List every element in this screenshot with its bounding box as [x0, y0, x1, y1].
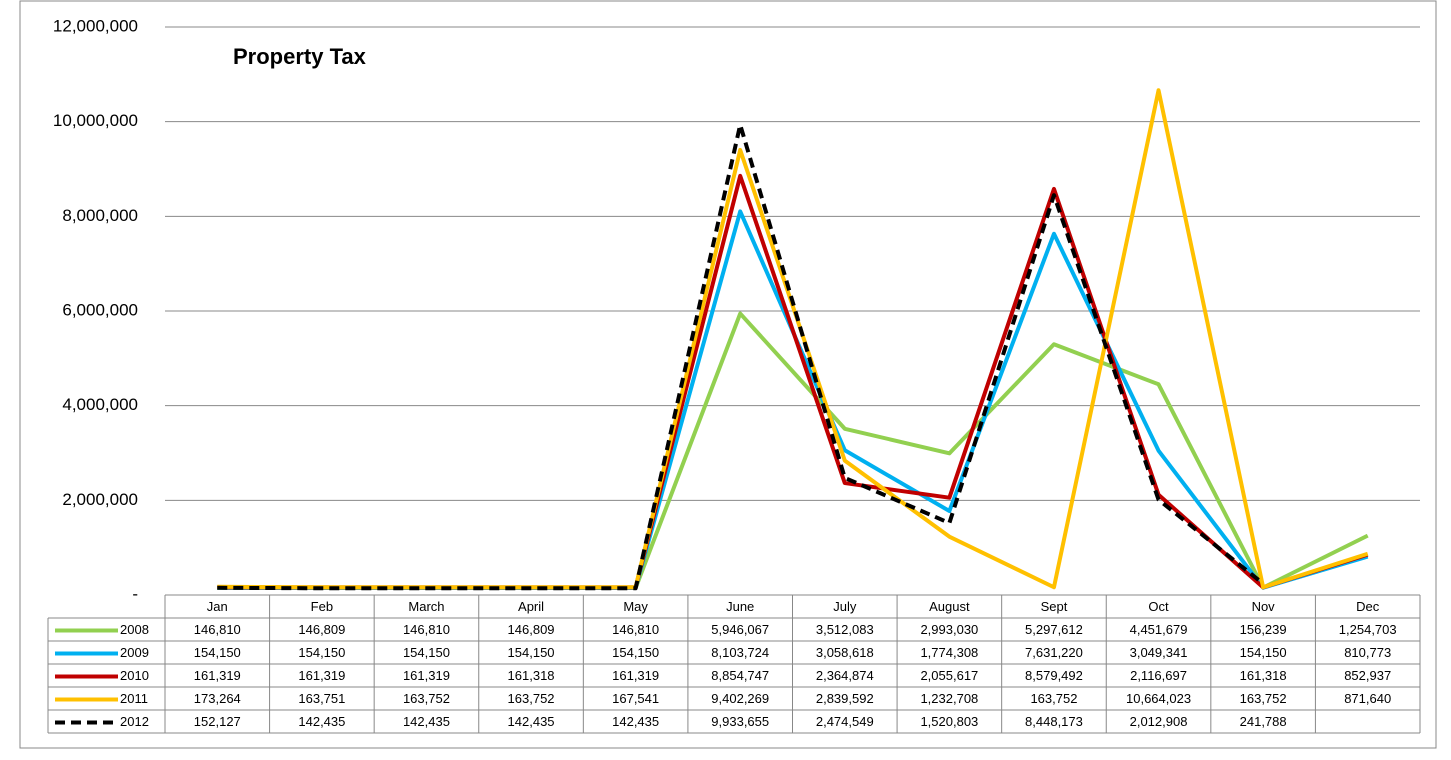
y-tick-label: - — [132, 584, 138, 603]
table-value: 154,150 — [298, 645, 345, 660]
table-value: 154,150 — [1240, 645, 1287, 660]
table-value: 3,058,618 — [816, 645, 874, 660]
table-value: 163,752 — [403, 691, 450, 706]
x-tick-label: Oct — [1148, 599, 1169, 614]
table-value: 852,937 — [1344, 668, 1391, 683]
table-value: 9,402,269 — [711, 691, 769, 706]
x-tick-label: March — [408, 599, 444, 614]
table-value: 161,319 — [612, 668, 659, 683]
table-value: 10,664,023 — [1126, 691, 1191, 706]
y-tick-label: 6,000,000 — [62, 300, 138, 319]
legend-label: 2008 — [120, 622, 149, 637]
table-value: 146,810 — [612, 622, 659, 637]
table-value: 8,448,173 — [1025, 714, 1083, 729]
table-value: 1,254,703 — [1339, 622, 1397, 637]
table-value: 163,752 — [1240, 691, 1287, 706]
x-tick-label: August — [929, 599, 970, 614]
table-value: 142,435 — [298, 714, 345, 729]
series-line — [217, 122, 1265, 591]
table-value: 8,579,492 — [1025, 668, 1083, 683]
table-value: 2,364,874 — [816, 668, 874, 683]
table-value: 1,520,803 — [920, 714, 978, 729]
chart-title: Property Tax — [233, 44, 367, 69]
table-value: 8,103,724 — [711, 645, 769, 660]
x-tick-label: Nov — [1252, 599, 1276, 614]
x-tick-label: Dec — [1356, 599, 1380, 614]
table-value: 871,640 — [1344, 691, 1391, 706]
legend-label: 2009 — [120, 645, 149, 660]
table-value: 163,752 — [1030, 691, 1077, 706]
table-value: 146,809 — [298, 622, 345, 637]
table-value: 167,541 — [612, 691, 659, 706]
table-value: 161,318 — [508, 668, 555, 683]
y-tick-label: 2,000,000 — [62, 490, 138, 509]
table-value: 161,319 — [298, 668, 345, 683]
chart-border — [19, 0, 1437, 749]
table-value: 154,150 — [403, 645, 450, 660]
legend-label: 2010 — [120, 668, 149, 683]
table-value: 161,318 — [1240, 668, 1287, 683]
table-value: 7,631,220 — [1025, 645, 1083, 660]
table-value: 5,297,612 — [1025, 622, 1083, 637]
table-value: 142,435 — [508, 714, 555, 729]
table-value: 1,774,308 — [920, 645, 978, 660]
y-tick-label: 10,000,000 — [53, 111, 138, 130]
table-value: 163,751 — [298, 691, 345, 706]
table-value: 9,933,655 — [711, 714, 769, 729]
x-tick-label: April — [518, 599, 544, 614]
x-tick-label: June — [726, 599, 754, 614]
x-tick-label: Jan — [207, 599, 228, 614]
table-value: 142,435 — [403, 714, 450, 729]
table-value: 1,232,708 — [920, 691, 978, 706]
table-value: 142,435 — [612, 714, 659, 729]
y-tick-label: 12,000,000 — [53, 16, 138, 35]
table-value: 146,810 — [403, 622, 450, 637]
x-tick-label: July — [833, 599, 857, 614]
table-value: 3,512,083 — [816, 622, 874, 637]
table-value: 2,055,617 — [920, 668, 978, 683]
table-value: 163,752 — [508, 691, 555, 706]
table-value: 3,049,341 — [1130, 645, 1188, 660]
table-value: 154,150 — [612, 645, 659, 660]
table-value: 5,946,067 — [711, 622, 769, 637]
table-value: 146,809 — [508, 622, 555, 637]
legend-label: 2012 — [120, 714, 149, 729]
table-value: 156,239 — [1240, 622, 1287, 637]
x-tick-label: Sept — [1041, 599, 1068, 614]
table-value: 8,854,747 — [711, 668, 769, 683]
x-tick-label: May — [623, 599, 648, 614]
table-value: 154,150 — [508, 645, 555, 660]
table-value: 2,839,592 — [816, 691, 874, 706]
table-value: 810,773 — [1344, 645, 1391, 660]
legend-label: 2011 — [120, 691, 148, 706]
table-value: 2,993,030 — [920, 622, 978, 637]
table-value: 2,474,549 — [816, 714, 874, 729]
x-tick-label: Feb — [311, 599, 333, 614]
table-value: 152,127 — [194, 714, 241, 729]
table-value: 146,810 — [194, 622, 241, 637]
table-value: 4,451,679 — [1130, 622, 1188, 637]
table-value: 2,012,908 — [1130, 714, 1188, 729]
table-value: 241,788 — [1240, 714, 1287, 729]
table-value: 161,319 — [403, 668, 450, 683]
table-value: 2,116,697 — [1130, 668, 1187, 683]
table-value: 173,264 — [194, 691, 241, 706]
y-tick-label: 8,000,000 — [62, 206, 138, 225]
table-value: 161,319 — [194, 668, 241, 683]
table-value: 154,150 — [194, 645, 241, 660]
y-tick-label: 4,000,000 — [62, 395, 138, 414]
